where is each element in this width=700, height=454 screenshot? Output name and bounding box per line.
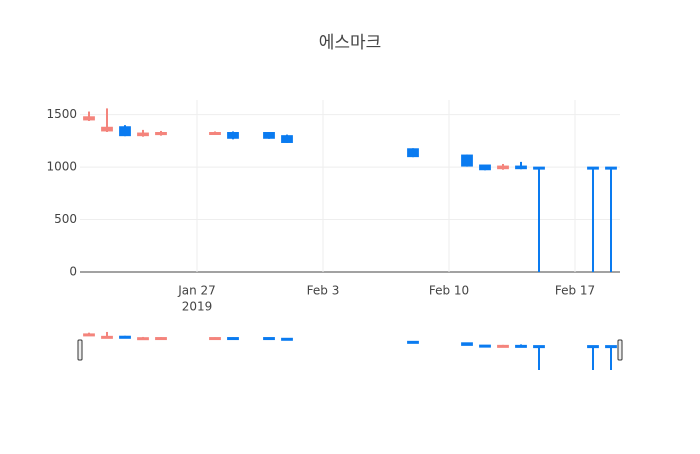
slider-candle-body (587, 345, 599, 349)
slider-candle-body (137, 337, 149, 341)
x-tick-label: Feb 10 (429, 284, 469, 298)
candle-body (515, 165, 527, 170)
candle-body (605, 166, 617, 170)
candle-body (461, 154, 473, 167)
slider-candle-body (155, 337, 167, 341)
candle-body (497, 165, 509, 170)
candle-body (263, 132, 275, 139)
x-tick-label: Feb 3 (307, 284, 340, 298)
slider-candle-body (407, 340, 419, 344)
candle-body (209, 132, 221, 136)
candle-body (587, 166, 599, 170)
slider-candle-body (497, 344, 509, 348)
candle-body (155, 132, 167, 136)
slider-candle-body (227, 337, 239, 341)
candle-body (137, 132, 149, 137)
candle-body (281, 135, 293, 143)
slider-candle-body (263, 337, 275, 341)
slider-handle (617, 339, 623, 361)
x-tick-label: Jan 27 (177, 284, 216, 298)
slider-candle-body (119, 335, 131, 339)
slider-candle-body (605, 345, 617, 349)
slider-candle-body (83, 333, 95, 337)
slider-candle-body (209, 337, 221, 341)
slider-candle-body (101, 335, 113, 339)
y-tick-label: 500 (54, 212, 77, 226)
slider-candle-body (479, 344, 491, 348)
candle-body (227, 132, 239, 139)
candle-body (407, 148, 419, 158)
y-tick-label: 0 (69, 265, 77, 279)
slider-candle-body (515, 344, 527, 348)
slider-candle-body (533, 345, 545, 349)
slider-candle-body (281, 337, 293, 341)
chart-title: 에스마크 (319, 33, 382, 53)
y-tick-label: 1000 (46, 160, 77, 174)
candle-body (479, 164, 491, 171)
x-tick-label: Feb 17 (555, 284, 595, 298)
candle-body (119, 126, 131, 137)
candle-body (101, 126, 113, 132)
candle-body (83, 116, 95, 121)
candle-body (533, 166, 545, 170)
y-tick-label: 1500 (46, 107, 77, 121)
slider-handle (77, 339, 83, 361)
slider-candle-body (461, 342, 473, 346)
x-year-label: 2019 (182, 300, 213, 314)
